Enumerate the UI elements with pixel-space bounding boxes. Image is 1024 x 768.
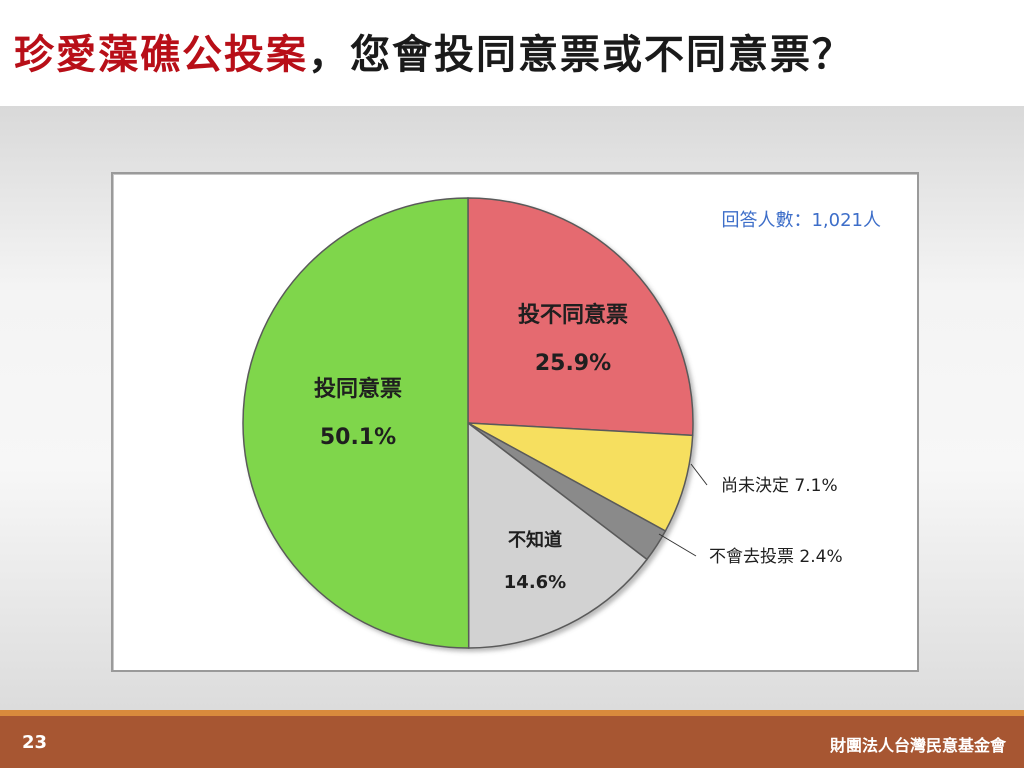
page-number: 23 [22,732,48,753]
slice-callout-2: 不會去投票 2.4% [709,547,843,567]
respondents-annotation: 回答人數：1,021人 [721,210,881,231]
slice-value-0: 25.9% [535,351,611,376]
pie-slices [242,197,694,649]
title-rest: ，您會投同意票或不同意票？ [308,32,854,78]
slice-callout-1: 尚未決定 7.1% [721,476,838,496]
organization-name: 財團法人台灣民意基金會 [829,736,1006,755]
pie-slice-0 [467,197,694,437]
leader-line-1 [690,463,708,486]
leader-line-2 [658,533,697,557]
pie-labels: 投不同意票 25.9% 尚未決定 7.1% 不會去投票 2.4% 不知道 14.6% 投同意… [314,302,843,593]
footer-accent-line [0,710,1024,716]
pie-chart: 投不同意票 25.9% 尚未決定 7.1% 不會去投票 2.4% 不知道 14.6% 投同意… [242,197,881,649]
slice-label-4: 投同意票 [314,376,402,402]
slice-label-3: 不知道 [508,529,562,551]
chart-frame: 投不同意票 25.9% 尚未決定 7.1% 不會去投票 2.4% 不知道 14.6% 投同意… [111,172,919,672]
page-title: 珍愛藻礁公投案，您會投同意票或不同意票？ [14,22,854,80]
title-bar: 珍愛藻礁公投案，您會投同意票或不同意票？ [0,0,1024,106]
slice-label-0: 投不同意票 [518,302,628,328]
slice-value-3: 14.6% [504,572,566,593]
title-highlight: 珍愛藻礁公投案 [14,32,308,78]
pie-slice-1 [467,422,694,533]
pie-slice-4 [242,197,470,649]
pie-slice-3 [467,421,649,649]
slice-value-4: 50.1% [320,425,396,450]
footer-band [0,710,1024,768]
